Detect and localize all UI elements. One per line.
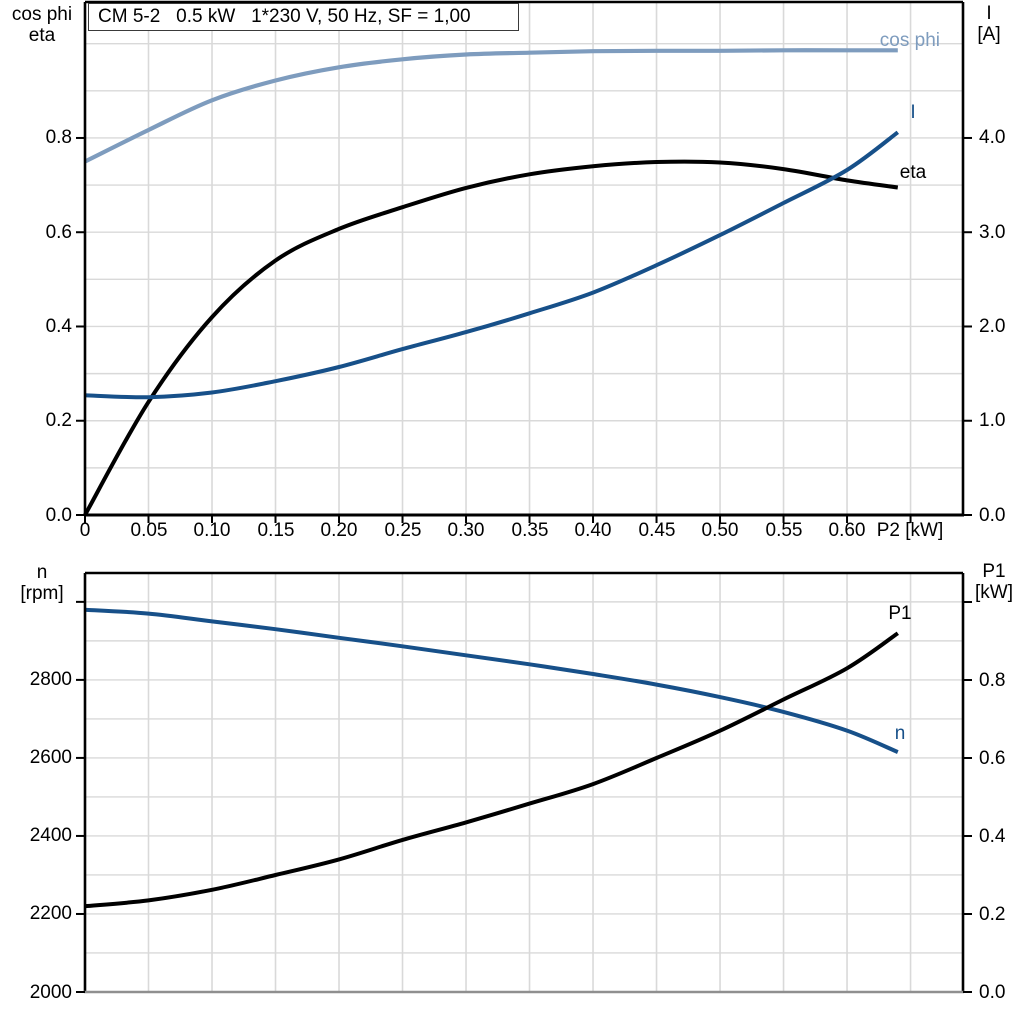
top-curve-cos-phi — [84, 48, 898, 164]
bottom-curve-n — [84, 607, 899, 754]
top-curve-i — [84, 130, 900, 400]
top-curve-eta — [83, 159, 899, 516]
bottom-curve-p1 — [84, 631, 899, 909]
